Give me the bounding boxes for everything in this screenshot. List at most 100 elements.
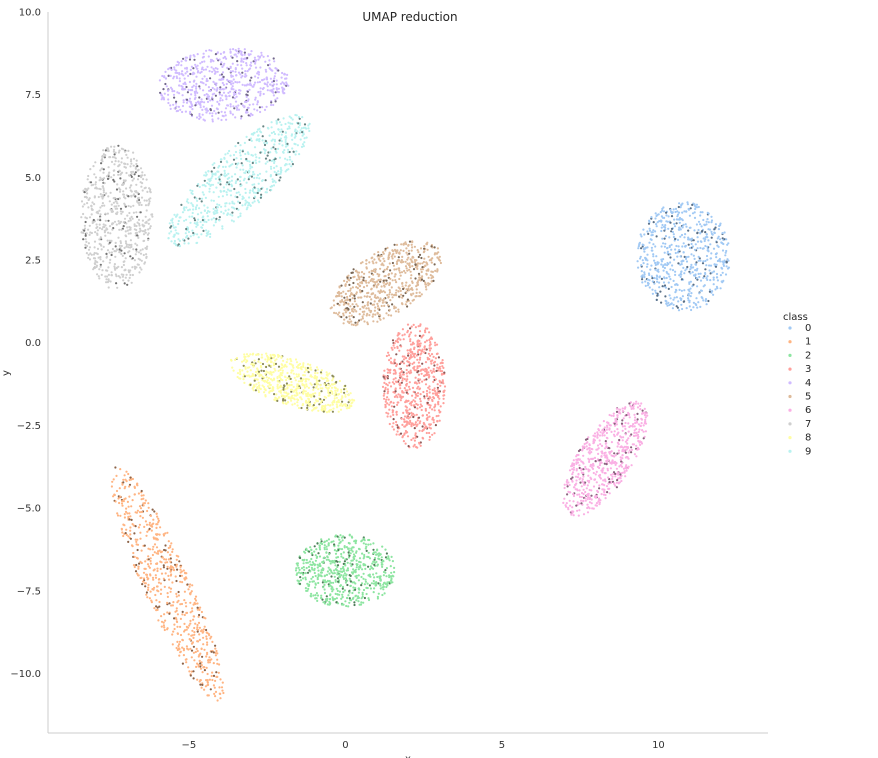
scatter-point: [605, 446, 608, 449]
scatter-point: [244, 73, 247, 76]
scatter-point: [586, 484, 589, 487]
scatter-point: [196, 626, 199, 629]
scatter-point: [378, 577, 381, 580]
scatter-point: [216, 87, 219, 90]
scatter-point: [378, 552, 381, 555]
scatter-point: [80, 216, 83, 219]
scatter-point: [384, 405, 387, 408]
scatter-point: [703, 239, 706, 243]
scatter-point: [168, 602, 171, 605]
scatter-point: [723, 238, 726, 241]
scatter-point: [406, 389, 409, 392]
scatter-point: [431, 388, 434, 392]
scatter-point: [193, 631, 196, 634]
scatter-point: [395, 410, 398, 413]
scatter-point: [341, 570, 344, 574]
scatter-point: [572, 514, 575, 517]
scatter-point: [421, 380, 424, 383]
scatter-point: [363, 295, 366, 298]
scatter-point: [633, 419, 637, 422]
scatter-point: [369, 568, 372, 571]
scatter-point: [397, 393, 400, 396]
scatter-point: [405, 300, 408, 303]
scatter-point: [425, 273, 428, 276]
scatter-point: [215, 671, 218, 674]
scatter-point: [385, 398, 388, 401]
scatter-point: [172, 601, 175, 604]
scatter-point: [656, 221, 659, 224]
scatter-point: [681, 202, 684, 205]
scatter-point: [428, 403, 431, 407]
scatter-point: [183, 613, 186, 617]
scatter-point: [155, 546, 159, 549]
scatter-point: [406, 323, 410, 326]
scatter-point: [395, 364, 398, 368]
scatter-point: [687, 294, 690, 297]
scatter-point: [712, 293, 715, 296]
scatter-point: [316, 578, 319, 581]
scatter-point: [580, 499, 583, 502]
scatter-point: [314, 559, 317, 562]
scatter-point: [382, 570, 386, 574]
scatter-point: [386, 371, 389, 374]
scatter-point: [117, 265, 120, 268]
scatter-point: [150, 529, 153, 532]
scatter-point: [388, 289, 391, 292]
scatter-point: [654, 230, 657, 233]
scatter-point: [310, 577, 313, 580]
series-4-points: [158, 47, 290, 123]
scatter-point: [384, 388, 387, 391]
scatter-point: [323, 544, 326, 547]
scatter-point: [656, 278, 659, 281]
scatter-point: [142, 253, 145, 257]
scatter-point: [305, 589, 308, 593]
scatter-point: [216, 652, 219, 655]
scatter-point: [350, 320, 353, 323]
scatter-point: [666, 304, 669, 307]
scatter-point: [704, 231, 707, 234]
scatter-point: [382, 281, 385, 284]
scatter-point: [408, 402, 411, 405]
scatter-point: [418, 406, 422, 409]
scatter-point: [696, 236, 699, 239]
scatter-point: [402, 411, 405, 414]
scatter-point: [428, 331, 431, 334]
scatter-point: [234, 67, 237, 70]
scatter-point: [636, 446, 640, 449]
scatter-point: [656, 292, 659, 295]
scatter-point: [392, 264, 395, 267]
scatter-point: [590, 494, 593, 497]
scatter-point: [416, 387, 419, 390]
scatter-point: [125, 273, 128, 276]
scatter-point: [582, 454, 585, 457]
scatter-point: [189, 647, 192, 650]
scatter-point: [152, 518, 155, 521]
scatter-point: [176, 632, 179, 636]
scatter-point: [643, 271, 646, 274]
series-5-points: [329, 240, 442, 327]
scatter-point: [399, 382, 402, 385]
scatter-point: [214, 94, 217, 97]
scatter-point: [414, 263, 417, 266]
scatter-point: [213, 692, 216, 696]
scatter-point: [234, 80, 237, 84]
scatter-point: [402, 249, 405, 252]
scatter-point: [134, 570, 138, 573]
scatter-point: [305, 547, 308, 550]
scatter-point: [365, 266, 368, 269]
scatter-point: [382, 583, 385, 586]
scatter-point: [632, 423, 635, 426]
scatter-point: [600, 469, 603, 472]
scatter-point: [410, 259, 413, 262]
scatter-point: [616, 479, 619, 482]
scatter-point: [232, 82, 235, 85]
scatter-point: [660, 277, 664, 280]
scatter-point: [220, 61, 223, 64]
scatter-point: [582, 468, 585, 471]
scatter-point: [423, 423, 426, 426]
scatter-point: [162, 564, 165, 567]
scatter-point: [419, 344, 422, 347]
scatter-point: [195, 647, 198, 651]
scatter-point: [643, 414, 647, 417]
scatter-point: [417, 378, 420, 381]
